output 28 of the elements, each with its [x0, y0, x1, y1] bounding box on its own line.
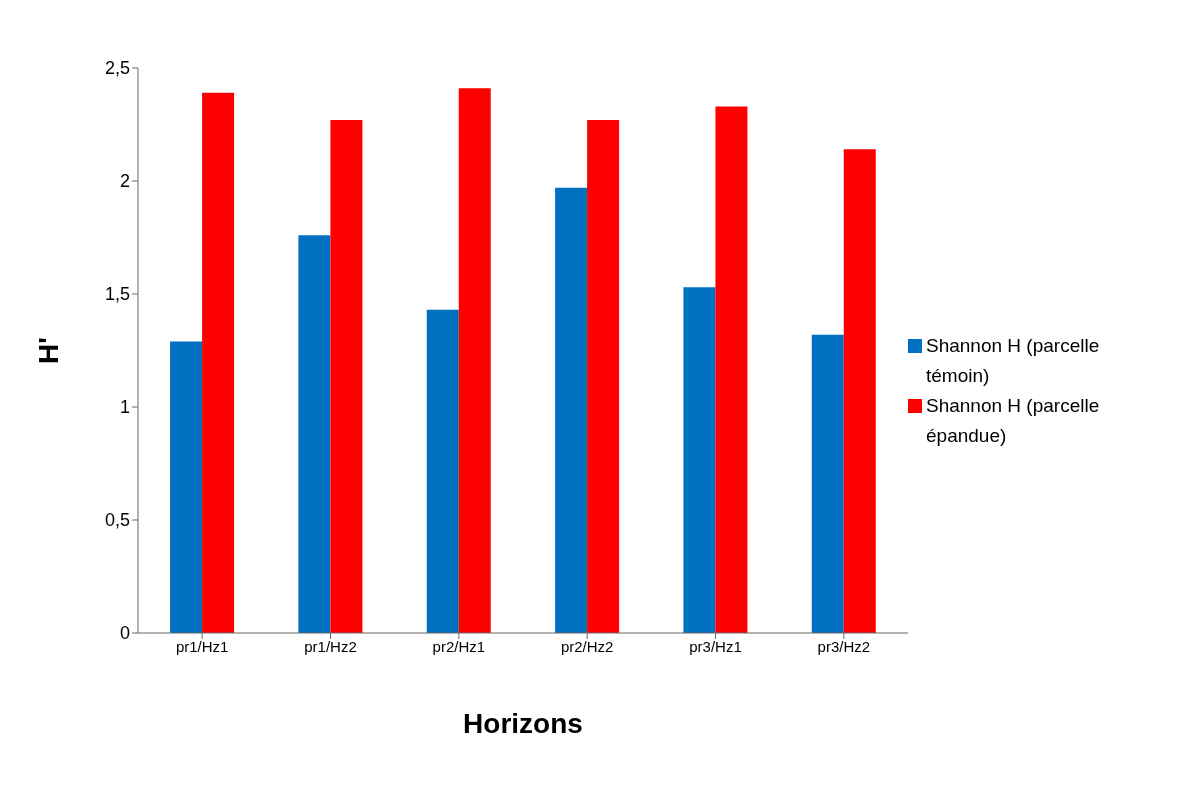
legend-label: Shannon H (parcelle épandue) [926, 393, 1101, 448]
bar [587, 119, 620, 633]
x-tick-label: pr2/Hz1 [432, 637, 486, 655]
y-tick-label: 1 [119, 397, 130, 418]
bar [458, 88, 491, 633]
x-tick-label: pr1/Hz1 [175, 637, 229, 655]
bar [330, 119, 363, 633]
bar [170, 341, 203, 633]
legend-label: Shannon H (parcelle témoin) [926, 333, 1101, 388]
x-tick-label: pr1/Hz2 [304, 637, 357, 655]
bar [202, 92, 235, 633]
bar [555, 187, 588, 633]
y-tick-label: 2 [119, 171, 130, 192]
x-tick-label: pr3/Hz2 [817, 637, 871, 655]
y-axis-title: H' [32, 337, 64, 364]
y-tick-label: 1,5 [104, 284, 130, 305]
bar [843, 149, 876, 633]
y-tick-label: 0,5 [104, 510, 130, 531]
x-tick-label: pr2/Hz2 [560, 637, 614, 655]
bar [298, 235, 331, 633]
x-axis-title: Horizons [463, 708, 583, 739]
y-tick-label: 2,5 [104, 58, 130, 79]
bar [426, 309, 459, 633]
y-tick-label: 0 [119, 623, 130, 644]
bar [811, 334, 844, 633]
bar [715, 106, 748, 633]
bar [683, 287, 716, 633]
x-tick-label: pr3/Hz1 [689, 637, 742, 655]
